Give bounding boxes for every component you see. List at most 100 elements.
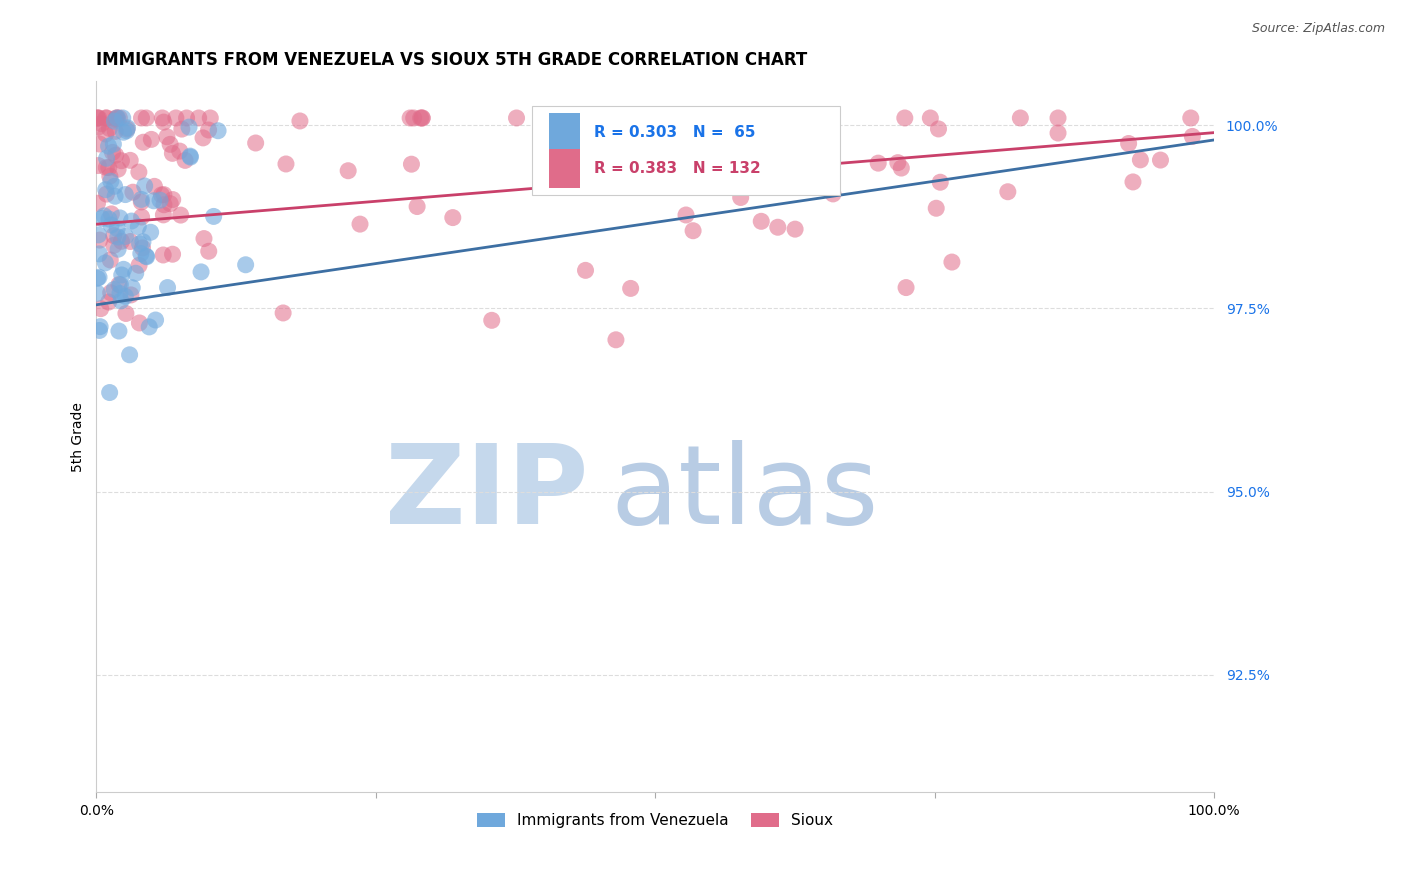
Point (132, 135, 155, 149)
Point (120, 153, 142, 168)
Point (103, 228, 125, 243)
Point (108, 286, 131, 301)
Text: Source: ZipAtlas.com: Source: ZipAtlas.com (1251, 22, 1385, 36)
Point (112, 125, 135, 139)
Point (737, 111, 759, 125)
Text: ZIP: ZIP (385, 440, 588, 547)
Point (890, 161, 912, 175)
Point (114, 289, 136, 303)
Point (87, 120, 110, 135)
Point (104, 112, 127, 127)
Point (121, 281, 143, 295)
Point (920, 111, 942, 125)
Point (103, 283, 125, 297)
Point (120, 288, 142, 302)
Point (105, 221, 128, 235)
Point (1047, 126, 1070, 140)
Point (481, 313, 503, 327)
Point (636, 159, 658, 173)
Point (86, 196, 108, 211)
Point (118, 348, 141, 362)
Point (142, 194, 165, 208)
Point (96, 187, 118, 202)
Point (894, 111, 917, 125)
Point (165, 111, 187, 125)
Point (111, 268, 134, 282)
Point (1181, 129, 1204, 144)
Point (100, 218, 122, 232)
Point (86, 111, 108, 125)
Point (98, 252, 121, 267)
Point (129, 246, 152, 260)
Point (150, 188, 173, 202)
Point (100, 285, 122, 300)
Point (143, 179, 166, 194)
Point (86, 271, 108, 285)
Point (191, 131, 214, 145)
Point (110, 235, 132, 249)
Point (179, 149, 201, 163)
Point (98, 212, 121, 227)
FancyBboxPatch shape (548, 113, 581, 153)
Point (152, 248, 174, 262)
Point (104, 189, 127, 203)
Point (337, 163, 360, 178)
Point (87, 159, 110, 173)
Point (197, 244, 219, 259)
Point (349, 217, 371, 231)
Point (153, 187, 176, 202)
Point (97, 295, 120, 310)
Point (927, 122, 949, 136)
Point (179, 150, 201, 164)
Point (169, 144, 191, 158)
Point (650, 111, 672, 125)
Point (149, 193, 172, 207)
Text: R = 0.383   N = 132: R = 0.383 N = 132 (593, 161, 761, 176)
Point (101, 145, 124, 160)
Point (108, 277, 131, 292)
Point (89, 233, 111, 247)
Point (675, 208, 697, 222)
Point (1047, 111, 1070, 125)
Point (156, 280, 179, 294)
Point (105, 111, 128, 125)
Point (100, 174, 122, 188)
Point (112, 262, 135, 277)
Point (131, 194, 153, 209)
Point (131, 111, 153, 125)
Point (98, 121, 121, 136)
Point (682, 224, 704, 238)
Point (94, 183, 117, 197)
Point (162, 146, 184, 161)
Point (749, 158, 772, 172)
Point (90, 301, 112, 316)
Point (190, 265, 212, 279)
Point (108, 324, 131, 338)
Point (108, 111, 131, 125)
Point (107, 230, 129, 244)
Point (174, 153, 197, 168)
Point (887, 155, 910, 169)
Point (1180, 111, 1202, 125)
Point (530, 111, 553, 125)
Point (94, 256, 117, 270)
Point (96, 151, 118, 165)
Point (655, 111, 678, 125)
Point (128, 258, 150, 272)
Point (120, 235, 142, 249)
Point (128, 165, 150, 179)
Point (271, 306, 294, 320)
Point (105, 111, 128, 125)
Point (89, 323, 111, 337)
Point (505, 111, 527, 125)
Point (104, 124, 127, 138)
Point (245, 136, 267, 150)
Point (96, 111, 118, 125)
Point (89, 136, 111, 151)
Point (103, 238, 125, 252)
Point (129, 193, 152, 207)
Point (868, 156, 890, 170)
Point (941, 255, 963, 269)
Point (107, 242, 129, 256)
Point (135, 249, 157, 263)
